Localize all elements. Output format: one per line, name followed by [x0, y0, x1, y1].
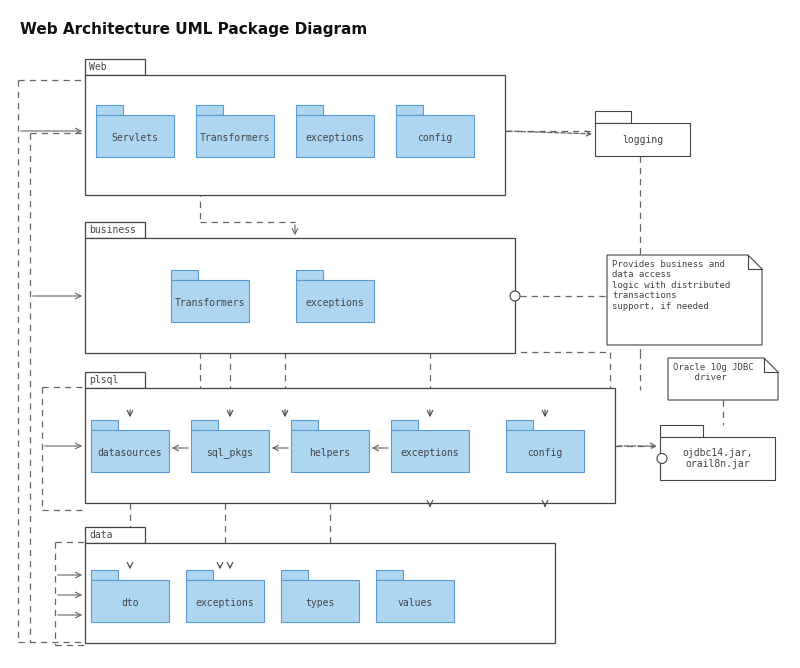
- Bar: [291, 430, 369, 472]
- Bar: [506, 420, 533, 430]
- Bar: [196, 105, 223, 115]
- Text: Transformers: Transformers: [200, 133, 270, 143]
- Bar: [595, 123, 690, 156]
- Polygon shape: [607, 255, 762, 345]
- Bar: [291, 420, 318, 430]
- Bar: [85, 238, 515, 353]
- Bar: [296, 270, 323, 280]
- Text: types: types: [306, 598, 334, 608]
- Bar: [85, 388, 615, 503]
- Text: business: business: [89, 225, 136, 235]
- Bar: [171, 270, 198, 280]
- Text: values: values: [398, 598, 433, 608]
- Bar: [660, 437, 775, 480]
- Text: datasources: datasources: [98, 448, 162, 458]
- Bar: [296, 280, 374, 322]
- Text: dto: dto: [121, 598, 139, 608]
- Bar: [396, 105, 423, 115]
- Bar: [376, 570, 403, 580]
- Bar: [186, 580, 264, 622]
- Text: Web: Web: [89, 62, 106, 72]
- Bar: [85, 222, 145, 238]
- Circle shape: [657, 454, 667, 464]
- Bar: [191, 430, 269, 472]
- Text: Servlets: Servlets: [111, 133, 158, 143]
- Text: data: data: [89, 530, 113, 540]
- Bar: [506, 430, 584, 472]
- Bar: [91, 430, 169, 472]
- Bar: [191, 420, 218, 430]
- Text: config: config: [527, 448, 562, 458]
- Text: Oracle 10g JDBC
    driver: Oracle 10g JDBC driver: [673, 363, 754, 382]
- Text: exceptions: exceptions: [196, 598, 254, 608]
- Bar: [376, 580, 454, 622]
- Text: Web Architecture UML Package Diagram: Web Architecture UML Package Diagram: [20, 22, 367, 37]
- Bar: [281, 580, 359, 622]
- Text: ojdbc14.jar,
orail8n.jar: ojdbc14.jar, orail8n.jar: [682, 448, 753, 470]
- Bar: [391, 420, 418, 430]
- Bar: [85, 75, 505, 195]
- Bar: [391, 430, 469, 472]
- Text: exceptions: exceptions: [306, 298, 364, 308]
- Text: logging: logging: [622, 134, 663, 144]
- Bar: [595, 111, 631, 123]
- Bar: [91, 580, 169, 622]
- Bar: [85, 59, 145, 75]
- Bar: [85, 543, 555, 643]
- Text: plsql: plsql: [89, 375, 118, 385]
- Bar: [96, 115, 174, 157]
- Bar: [91, 570, 118, 580]
- Bar: [96, 105, 123, 115]
- Bar: [396, 115, 474, 157]
- Polygon shape: [668, 358, 778, 400]
- Bar: [281, 570, 308, 580]
- Bar: [196, 115, 274, 157]
- Bar: [85, 372, 145, 388]
- Text: Transformers: Transformers: [174, 298, 246, 308]
- Bar: [91, 420, 118, 430]
- Bar: [296, 115, 374, 157]
- Bar: [660, 425, 703, 437]
- Bar: [171, 280, 249, 322]
- Bar: [186, 570, 213, 580]
- Bar: [296, 105, 323, 115]
- Bar: [85, 527, 145, 543]
- Text: helpers: helpers: [310, 448, 350, 458]
- Text: config: config: [418, 133, 453, 143]
- Text: exceptions: exceptions: [401, 448, 459, 458]
- Text: Provides business and
data access
logic with distributed
transactions
support, i: Provides business and data access logic …: [612, 260, 730, 311]
- Text: exceptions: exceptions: [306, 133, 364, 143]
- Text: sql_pkgs: sql_pkgs: [206, 448, 254, 458]
- Circle shape: [510, 291, 520, 301]
